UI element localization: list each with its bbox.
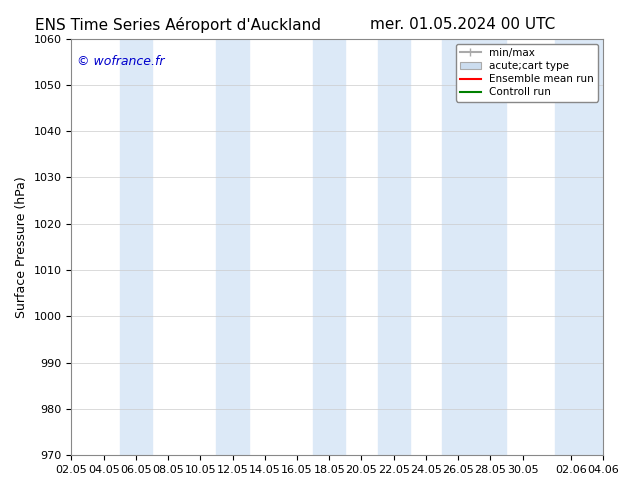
Text: © wofrance.fr: © wofrance.fr (77, 55, 164, 68)
Bar (313, 39, 346, 455)
Text: ENS Time Series Aéroport d'Auckland: ENS Time Series Aéroport d'Auckland (34, 17, 321, 33)
Text: mer. 01.05.2024 00 UTC: mer. 01.05.2024 00 UTC (370, 17, 555, 32)
Bar (377, 39, 410, 455)
Bar (216, 39, 249, 455)
Bar (442, 39, 507, 455)
Bar (555, 39, 619, 455)
Y-axis label: Surface Pressure (hPa): Surface Pressure (hPa) (15, 176, 28, 318)
Bar (120, 39, 152, 455)
Legend: min/max, acute;cart type, Ensemble mean run, Controll run: min/max, acute;cart type, Ensemble mean … (456, 44, 598, 101)
